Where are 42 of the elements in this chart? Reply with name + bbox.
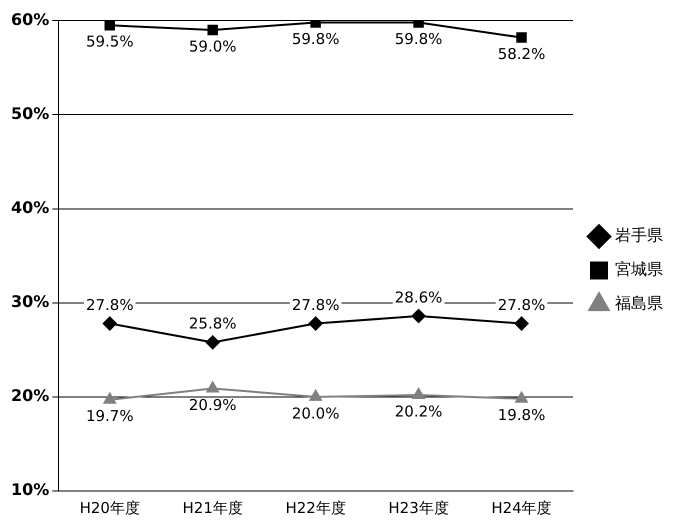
y-tick-label: 20%	[11, 386, 50, 406]
y-tick-label: 30%	[11, 292, 50, 311]
point	[206, 335, 220, 350]
point	[516, 32, 527, 43]
data-label: 20.2%	[394, 402, 442, 420]
point	[207, 24, 218, 36]
data-label: 27.8%	[292, 296, 340, 314]
data-label: 27.8%	[86, 296, 134, 314]
point	[514, 316, 529, 331]
point	[412, 309, 426, 324]
legend-label: 福島県	[615, 294, 663, 313]
data-label: 19.7%	[86, 407, 134, 426]
data-label: 20.9%	[188, 396, 237, 414]
point	[104, 20, 116, 31]
data-label: 59.0%	[188, 37, 237, 56]
point	[412, 388, 425, 400]
point	[206, 381, 219, 392]
data-label: 20.0%	[292, 404, 340, 422]
x-tick-label: H24年度	[491, 498, 552, 517]
data-label: 58.2%	[498, 44, 546, 63]
x-tick-label: H20年度	[80, 498, 140, 517]
x-tick-label: H22年度	[285, 498, 346, 517]
point	[515, 392, 528, 403]
data-label: 27.8%	[498, 296, 546, 314]
x-tick-label: H23年度	[388, 498, 449, 517]
x-tick-label: H21年度	[182, 498, 243, 517]
point	[104, 392, 116, 404]
point	[309, 390, 322, 401]
data-label: 59.8%	[394, 30, 442, 48]
y-tick-label: 60%	[11, 10, 50, 29]
legend-label: 岩手県	[615, 226, 663, 245]
data-label: 28.6%	[394, 288, 442, 306]
point	[102, 316, 117, 331]
legend-label: 宮城県	[615, 260, 663, 279]
data-label: 59.5%	[86, 32, 134, 51]
y-tick-label: 10%	[11, 480, 50, 500]
data-label: 19.8%	[498, 406, 546, 424]
point	[308, 316, 323, 331]
y-tick-label: 40%	[11, 198, 50, 217]
data-label: 25.8%	[188, 314, 237, 333]
data-label: 59.8%	[292, 30, 340, 48]
y-tick-label: 50%	[11, 104, 50, 123]
